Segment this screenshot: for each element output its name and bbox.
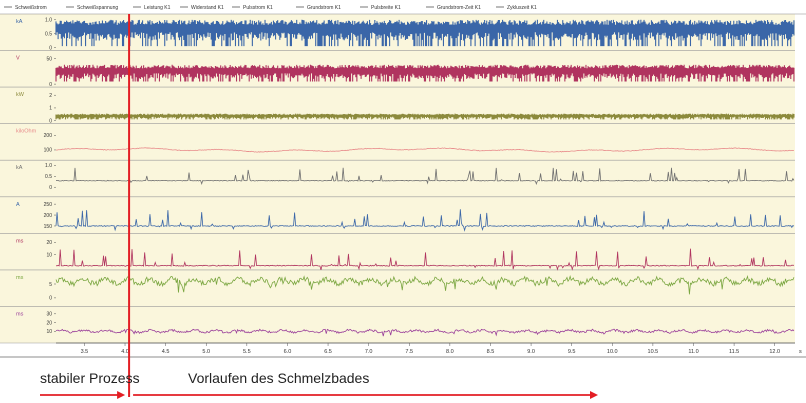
- y-tick-label: 200: [44, 133, 53, 139]
- panel-unit-label: ms: [16, 238, 24, 244]
- y-tick-label: 200: [44, 213, 53, 219]
- y-tick-label: 5: [49, 282, 52, 288]
- panel-unit-label: kA: [16, 19, 23, 25]
- x-tick-label: 4.0: [121, 349, 129, 355]
- x-tick-label: 5.5: [243, 349, 251, 355]
- series-6-line: [55, 209, 795, 232]
- y-tick-label: 250: [44, 202, 53, 208]
- y-tick-label: 20: [46, 320, 52, 326]
- x-tick-label: 12.0: [769, 349, 780, 355]
- axis-area: [0, 14, 56, 343]
- y-tick-label: 1.0: [45, 18, 52, 24]
- y-tick-label: 30: [46, 312, 52, 318]
- legend-bar: [0, 0, 806, 14]
- legend-item: Zykluszeit K1: [507, 5, 537, 11]
- panel-unit-label: A: [16, 202, 20, 208]
- x-tick-label: 11.0: [688, 349, 698, 355]
- x-tick-label: 5.0: [202, 349, 210, 355]
- y-tick-label: 100: [44, 148, 53, 154]
- y-tick-label: 0.5: [45, 31, 52, 37]
- x-tick-label: 9.0: [527, 349, 535, 355]
- x-unit-label: s: [799, 349, 802, 355]
- y-tick-label: 1: [49, 106, 52, 112]
- y-tick-label: 10: [46, 252, 52, 258]
- legend-item: Schweißspannung: [77, 5, 118, 11]
- legend-item: Widerstand K1: [191, 5, 224, 11]
- x-tick-label: 11.5: [729, 349, 739, 355]
- x-tick-label: 10.5: [648, 349, 659, 355]
- y-tick-label: 0: [49, 45, 52, 51]
- series-8-line: [55, 274, 795, 295]
- series-2-line: [55, 64, 795, 82]
- legend-item: Pulsbreite K1: [371, 5, 401, 11]
- y-tick-label: 50: [46, 56, 52, 62]
- x-tick-label: 7.0: [365, 349, 373, 355]
- x-tick-label: 8.5: [487, 349, 495, 355]
- panel-unit-label: ms: [16, 275, 24, 281]
- x-tick-label: 8.0: [446, 349, 454, 355]
- legend-item: Pulsstrom K1: [243, 5, 273, 11]
- legend-item: Grundstrom K1: [307, 5, 341, 11]
- y-tick-label: 2: [49, 93, 52, 99]
- series-5-line: [55, 167, 795, 186]
- x-tick-label: 10.0: [607, 349, 618, 355]
- y-tick-label: 0: [49, 296, 52, 302]
- series-1-line: [55, 19, 795, 47]
- x-tick-label: 6.0: [284, 349, 292, 355]
- panel-unit-label: kiloOhm: [16, 129, 37, 135]
- y-tick-label: 150: [44, 224, 53, 230]
- x-tick-label: 4.5: [162, 349, 170, 355]
- series-7-line: [55, 248, 794, 271]
- panel-unit-label: kW: [16, 92, 25, 98]
- y-tick-label: 0: [49, 185, 52, 191]
- y-tick-label: 0: [49, 118, 52, 124]
- y-tick-label: 0: [49, 82, 52, 88]
- legend-item: Grundstrom-Zeit K1: [437, 5, 481, 11]
- legend-item: Schweißstrom: [15, 5, 47, 11]
- arrow-head-right: [590, 391, 598, 399]
- legend-item: Leistung K1: [144, 5, 171, 11]
- y-tick-label: 0.5: [45, 174, 52, 180]
- annotation-stabiler-prozess: stabiler Prozess: [40, 370, 140, 386]
- x-tick-label: 3.5: [81, 349, 89, 355]
- x-tick-label: 9.5: [568, 349, 576, 355]
- y-tick-label: 10: [46, 329, 52, 335]
- y-tick-label: 1.0: [45, 163, 52, 169]
- panel-unit-label: kA: [16, 165, 23, 171]
- series-3-line: [55, 113, 795, 120]
- y-tick-label: 20: [46, 240, 52, 246]
- arrow-head-left: [117, 391, 126, 399]
- series-9-line: [55, 328, 795, 337]
- x-tick-label: 7.5: [405, 349, 413, 355]
- panel-unit-label: V: [16, 56, 20, 62]
- annotation-vorlaufen: Vorlaufen des Schmelzbades: [188, 370, 370, 386]
- plot-area: [56, 14, 795, 343]
- series-4-line: [55, 147, 794, 153]
- x-tick-label: 6.5: [324, 349, 332, 355]
- panel-unit-label: ms: [16, 311, 24, 317]
